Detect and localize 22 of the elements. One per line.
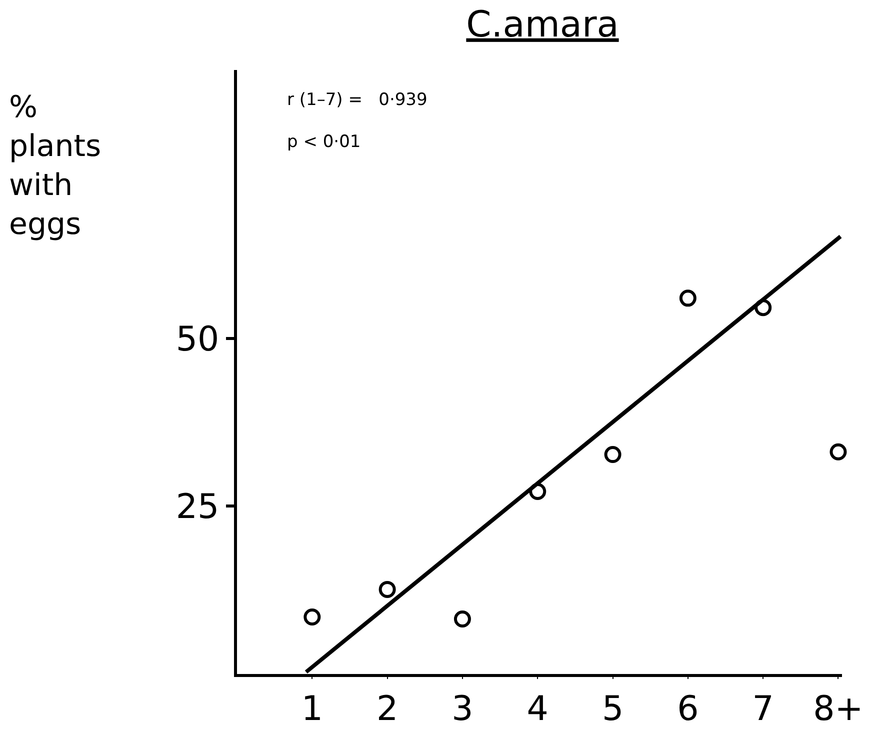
y-tick-label: 50 (176, 319, 220, 360)
y-tick-label: 25 (176, 487, 220, 528)
chart-title: C.amara (466, 4, 619, 46)
x-tick-label: 6 (677, 688, 699, 729)
point (679, 290, 696, 307)
annotation: r (1–7) = 0·939 (287, 90, 428, 110)
x-tick-label: 5 (602, 688, 624, 729)
x-tick-label: 8+ (813, 688, 864, 729)
point (378, 580, 396, 598)
x-tick-label: 1 (301, 688, 323, 729)
point (604, 446, 622, 464)
y-axis-title: % plants with eggs (9, 90, 102, 242)
x-tick-label: 7 (752, 688, 774, 729)
point (454, 610, 471, 628)
x-tick-label: 3 (452, 688, 474, 729)
annotation: p < 0·01 (287, 132, 361, 152)
point (529, 482, 546, 500)
point (304, 608, 321, 626)
x-tick-label: 2 (376, 688, 398, 729)
x-tick-label: 4 (526, 688, 548, 729)
point (754, 299, 772, 316)
point (830, 443, 847, 460)
